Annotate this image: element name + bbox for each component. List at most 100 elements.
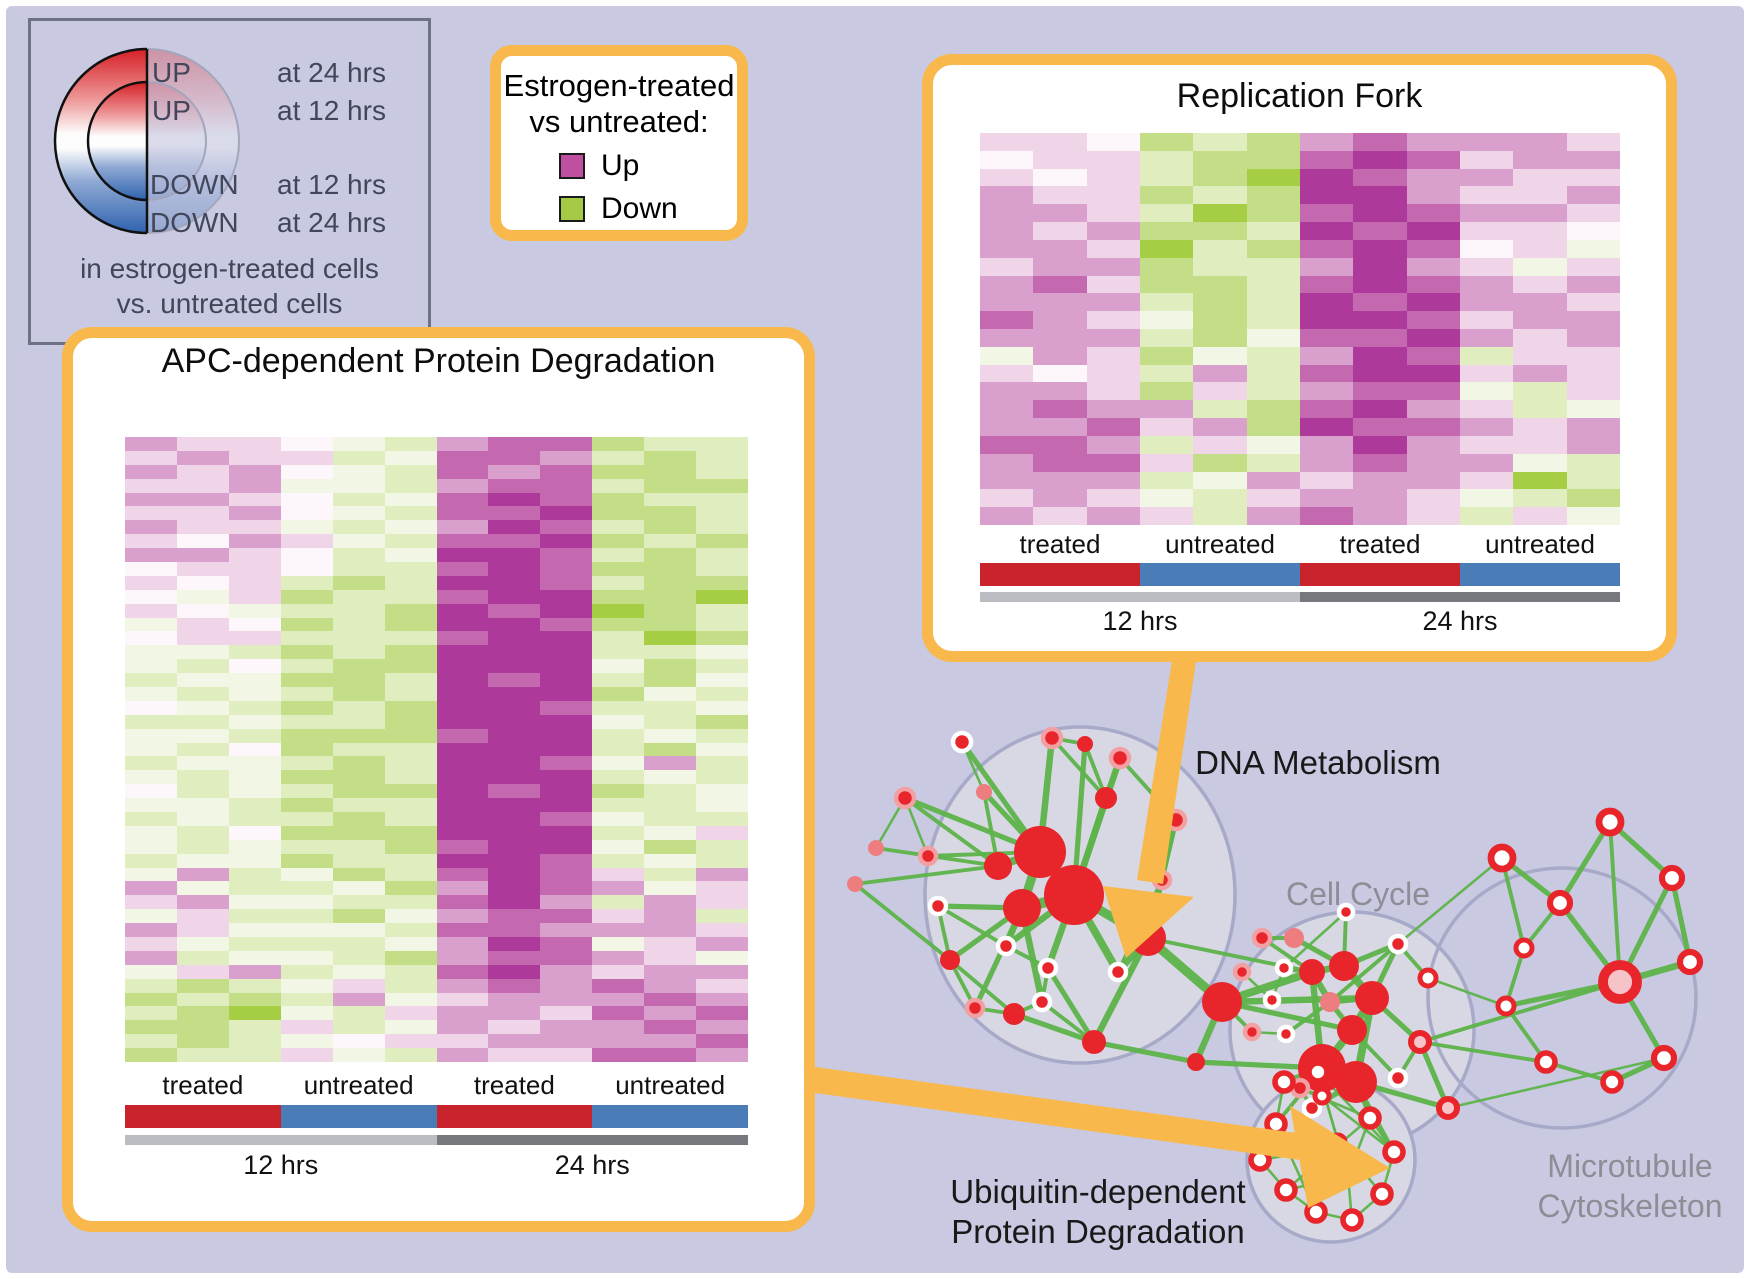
heatmap-cell: [1353, 168, 1407, 187]
rf-condition-bars: [980, 563, 1620, 586]
heatmap-cell: [696, 520, 748, 535]
heatmap-cell: [1299, 382, 1354, 401]
heatmap-cell: [228, 673, 281, 687]
heatmap-cell: [1299, 186, 1354, 205]
heatmap-cell: [1299, 364, 1354, 383]
heatmap-cell: [228, 923, 281, 937]
heatmap-cell: [1033, 418, 1087, 436]
network-node: [1095, 787, 1117, 809]
heatmap-cell: [592, 950, 645, 965]
heatmap-cell: [332, 1020, 385, 1035]
heatmap-cell: [1139, 507, 1194, 525]
heatmap-cell: [280, 631, 333, 646]
heatmap-cell: [488, 895, 541, 910]
heatmap-cell: [176, 853, 229, 868]
heatmap-cell: [125, 1006, 177, 1021]
rf-time-bars: [980, 592, 1620, 602]
heatmap-cell: [540, 964, 593, 979]
heatmap-cell: [1193, 489, 1247, 508]
heatmap-cell: [1246, 329, 1300, 347]
heatmap-cell: [1193, 507, 1247, 525]
network-node: [1598, 960, 1642, 1004]
heatmap-cell: [332, 964, 385, 979]
heatmap-cell: [1193, 275, 1247, 294]
heatmap-cell: [540, 1006, 593, 1021]
down-24-time: at 24 hrs: [277, 207, 386, 238]
heatmap-cell: [488, 437, 541, 451]
heatmap-cell: [1299, 204, 1354, 223]
heatmap-cell: [436, 575, 489, 590]
heatmap-cell: [280, 728, 333, 743]
heatmap-cell: [228, 464, 281, 479]
heatmap-cell: [644, 687, 697, 701]
heatmap-cell: [488, 1020, 541, 1035]
heatmap-cell: [1566, 453, 1620, 472]
heatmap-cell: [1139, 329, 1194, 347]
heatmap-cell: [540, 1048, 593, 1062]
heatmap-cell: [228, 1034, 281, 1049]
heatmap-cell: [332, 978, 385, 993]
network-node: [1274, 1178, 1298, 1202]
heatmap-cell: [1139, 133, 1194, 151]
heatmap-cell: [384, 992, 437, 1007]
heatmap-cell: [696, 492, 748, 507]
heatmap-cell: [176, 728, 229, 743]
heatmap-cell: [280, 784, 333, 799]
heatmap-cell: [592, 437, 645, 451]
heatmap-cell: [1566, 257, 1620, 276]
heatmap-cell: [1086, 168, 1140, 187]
heatmap-cell: [280, 548, 333, 562]
heatmap-cell: [696, 464, 748, 479]
heatmap-cell: [592, 520, 645, 535]
heatmap-cell: [384, 923, 437, 937]
heatmap-cell: [540, 589, 593, 604]
network-node: [1276, 1024, 1296, 1044]
heatmap-cell: [125, 770, 177, 785]
heatmap-cell: [280, 520, 333, 535]
network-node: [1107, 961, 1129, 983]
heatmap-cell: [592, 534, 645, 549]
network-node: [1040, 726, 1064, 750]
heatmap-cell: [228, 645, 281, 660]
network-node: [950, 730, 974, 754]
down-24-dir: DOWN: [150, 207, 239, 238]
heatmap-cell: [644, 950, 697, 965]
heatmap-cell: [644, 589, 697, 604]
condition-bar: [980, 563, 1140, 586]
heatmap-cell: [980, 168, 1034, 187]
heatmap-cell: [488, 964, 541, 979]
network-node: [1037, 957, 1059, 979]
heatmap-cell: [436, 492, 489, 507]
heatmap-cell: [1353, 346, 1407, 365]
heatmap-cell: [228, 548, 281, 562]
heatmap-cell: [1139, 257, 1194, 276]
heatmap-cell: [176, 839, 229, 854]
heatmap-cell: [1513, 329, 1567, 347]
heatmap-cell: [1566, 133, 1620, 151]
condition-bar: [436, 1105, 593, 1128]
heatmap-cell: [1033, 222, 1087, 240]
heatmap-cell: [488, 659, 541, 674]
heatmap-cell: [280, 839, 333, 854]
heatmap-cell: [696, 631, 748, 646]
heatmap-cell: [332, 617, 385, 632]
heatmap-cell: [436, 825, 489, 840]
heatmap-cell: [125, 700, 177, 715]
heatmap-cell: [1193, 222, 1247, 240]
heatmap-cell: [384, 1006, 437, 1021]
heatmap-cell: [280, 589, 333, 604]
heatmap-cell: [1193, 346, 1247, 365]
heatmap-cell: [436, 1020, 489, 1035]
heatmap-cell: [125, 617, 177, 632]
heatmap-cell: [644, 603, 697, 618]
heatmap-cell: [1353, 204, 1407, 223]
heatmap-cell: [1033, 489, 1087, 508]
condition-label: treated: [1019, 529, 1101, 559]
heatmap-cell: [280, 1020, 333, 1035]
heatmap-cell: [384, 937, 437, 951]
heatmap-cell: [1566, 329, 1620, 347]
network-node: [1082, 1030, 1106, 1054]
heatmap-cell: [1193, 150, 1247, 169]
heatmap-cell: [280, 562, 333, 576]
